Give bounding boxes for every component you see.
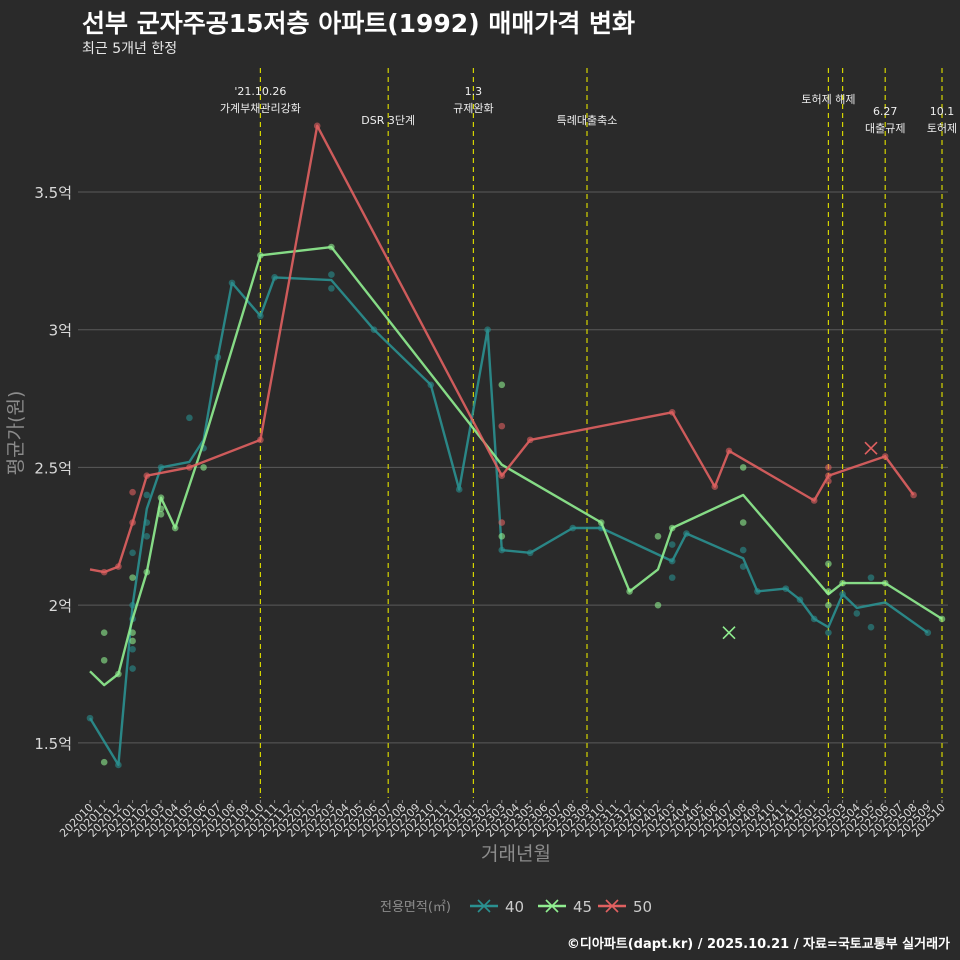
event-label: 가계부채관리강화: [220, 102, 301, 115]
data-point: [668, 541, 676, 548]
legend-item-40: 40: [470, 898, 524, 916]
data-point: [200, 464, 207, 471]
data-point: [498, 533, 506, 540]
data-point: [498, 519, 506, 526]
x-axis-title: 거래년월: [481, 843, 551, 865]
event-label: 1.3: [465, 85, 483, 98]
series-line: [89, 124, 915, 574]
y-tick-label: 3억: [49, 322, 72, 340]
data-point: [654, 533, 662, 540]
legend-cross: [605, 899, 619, 913]
chart-subtitle: 최근 5개년 한정: [82, 41, 178, 57]
data-point: [825, 464, 832, 471]
data-point: [498, 381, 506, 389]
data-point: [867, 623, 875, 631]
series-line: [89, 245, 943, 687]
data-point: [143, 491, 151, 499]
axes: 1.5억2억2.5억3억3.5억202010202011202012202101…: [5, 184, 948, 865]
event-label: 규제완화: [453, 102, 493, 115]
data-point: [825, 629, 832, 637]
source-credit: ©디아파트(dapt.kr) / 2025.10.21 / 자료=국토교통부 실…: [566, 937, 950, 952]
y-tick-label: 2억: [49, 597, 72, 615]
data-point: [867, 574, 875, 581]
grid-lines: [78, 191, 948, 744]
legend-label: 45: [573, 898, 592, 916]
data-point: [739, 519, 747, 526]
legend-title: 전용면적(㎡): [380, 900, 451, 915]
data-point: [129, 665, 136, 672]
data-point: [129, 549, 136, 557]
data-point: [654, 601, 662, 609]
data-point: [739, 464, 747, 471]
event-label: 특례대출축소: [557, 114, 618, 127]
data-point: [129, 574, 136, 581]
event-label: 토허제: [927, 122, 957, 135]
data-point: [129, 488, 136, 496]
data-point: [100, 656, 108, 664]
legend-item-45: 45: [538, 898, 592, 916]
data-point: [668, 574, 676, 581]
series-50: [89, 122, 917, 576]
event-label: '21.10.26: [234, 85, 286, 98]
event-label: 10.1: [930, 105, 955, 118]
data-point: [498, 422, 506, 430]
event-label: 대출규제: [865, 122, 905, 135]
data-point: [143, 533, 151, 540]
legend-cross: [545, 899, 559, 913]
event-label: 6.27: [873, 105, 898, 118]
y-tick-label: 3.5억: [34, 184, 72, 202]
legend-label: 50: [633, 898, 652, 916]
data-point: [129, 637, 136, 645]
series-40: [86, 271, 932, 769]
y-tick-label: 1.5억: [34, 735, 72, 753]
data-point: [100, 629, 108, 637]
data-point: [328, 285, 335, 292]
event-label: 토허제 해제: [801, 92, 855, 106]
data-point: [825, 601, 832, 609]
event-label: DSR 3단계: [361, 114, 415, 127]
y-tick-label: 2.5억: [34, 459, 72, 477]
legend-item-50: 50: [598, 898, 652, 916]
series-45: [89, 243, 946, 766]
y-axis-title: 평균가(원): [5, 391, 27, 476]
data-series: [86, 122, 946, 769]
chart-title: 선부 군자주공15저층 아파트(1992) 매매가격 변화: [82, 9, 636, 38]
legend: 전용면적(㎡) 40 45 50: [380, 898, 652, 916]
data-point: [853, 610, 861, 617]
data-point: [129, 645, 136, 653]
series-line: [88, 276, 929, 767]
legend-label: 40: [505, 898, 524, 916]
data-point: [825, 560, 832, 568]
data-point: [328, 271, 335, 278]
cancelled-marker: [722, 626, 736, 640]
cancelled-marker: [864, 441, 878, 455]
data-point: [186, 414, 193, 422]
data-point: [129, 629, 136, 637]
data-point: [739, 546, 747, 554]
legend-cross: [477, 899, 491, 913]
data-point: [100, 758, 108, 766]
